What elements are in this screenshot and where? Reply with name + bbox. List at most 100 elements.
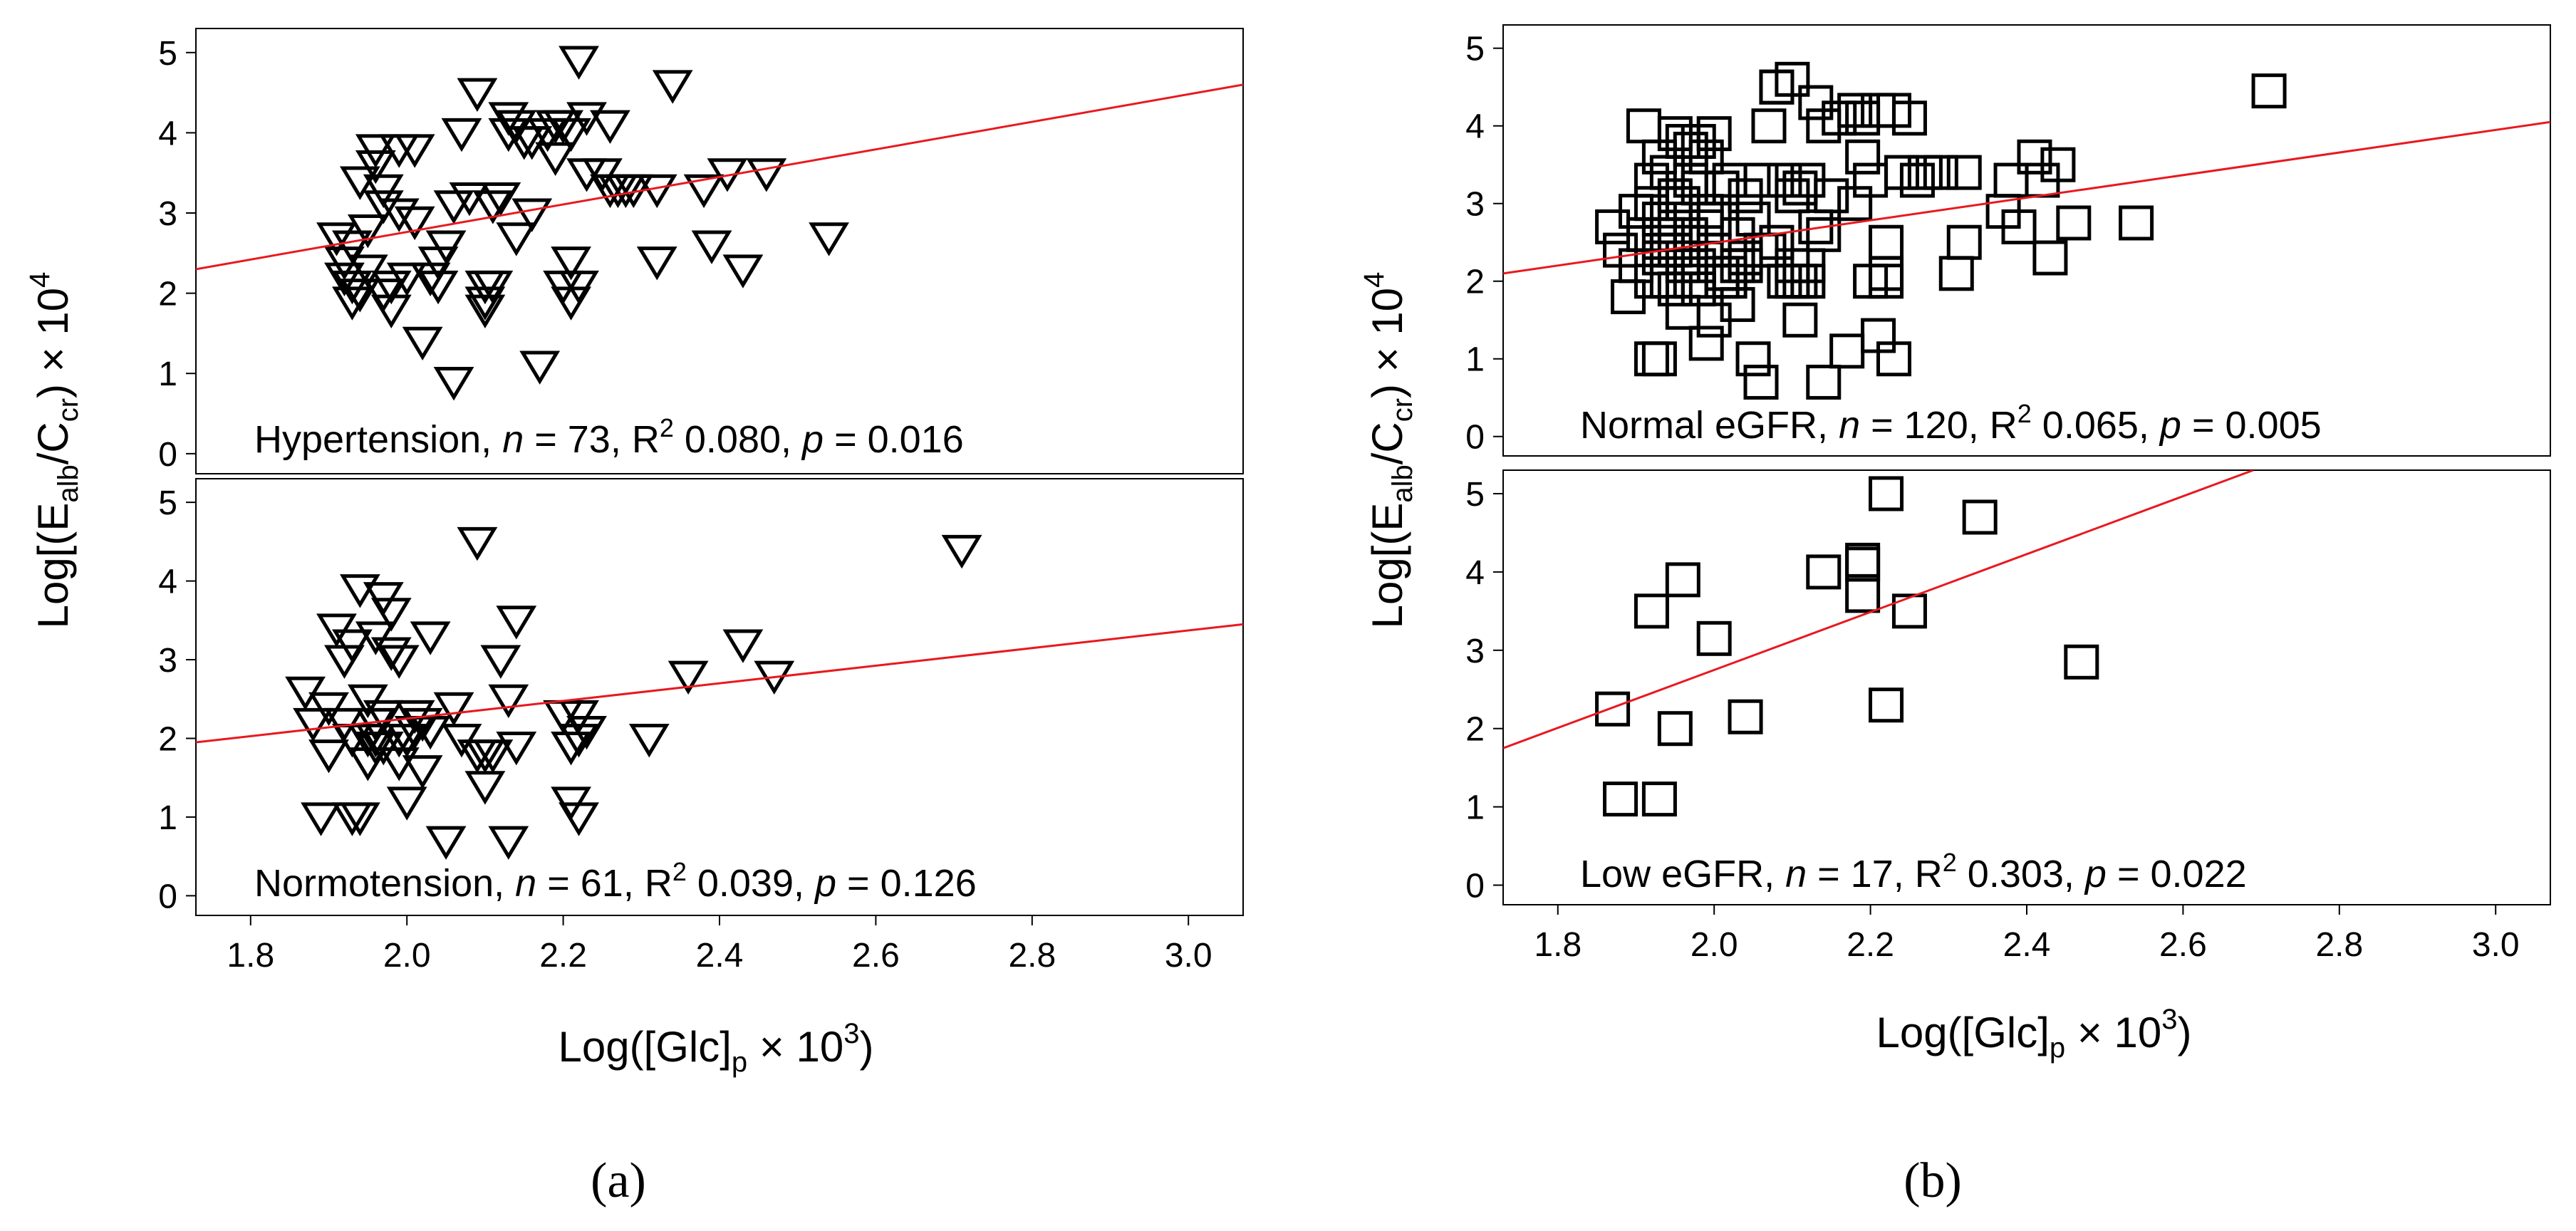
data-point-square [1837,93,1873,128]
data-point-triangle [941,534,982,569]
regression-line [196,83,1243,271]
data-point-triangle [551,732,591,766]
data-point-triangle [472,190,514,224]
data-point-triangle [551,118,591,152]
data-point-triangle [363,190,404,224]
left-x-axis-label: Log([Glc]p × 103) [558,1018,873,1078]
data-point-triangle [652,70,693,104]
y-tick-label: 5 [1465,476,1485,514]
data-point-square [1806,554,1842,590]
data-point-triangle [331,230,373,264]
data-point-triangle [472,739,514,774]
data-point-triangle [441,118,482,152]
data-point-square [1743,364,1779,400]
data-point-triangle [559,802,599,836]
data-point-triangle [559,46,599,80]
data-point-triangle [378,198,420,232]
x-tick-label: 2.6 [2159,926,2207,964]
data-point-triangle [543,110,584,144]
y-tick-label: 1 [158,799,177,837]
data-point-square [1876,341,1912,377]
x-tick-label: 2.0 [383,937,431,975]
data-point-triangle [331,629,373,663]
data-point-square [1641,341,1677,377]
y-tick-label: 4 [158,563,177,601]
x-tick-label: 2.0 [1690,926,1738,964]
data-point-square [1603,781,1638,817]
data-point-square [1649,232,1685,268]
x-tick-label: 2.4 [2003,926,2051,964]
y-tick-label: 5 [158,484,177,522]
data-point-triangle [496,606,537,640]
data-point-square [2001,209,2037,244]
data-point-triangle [394,134,435,168]
x-tick-label: 1.8 [227,937,274,975]
data-point-square [1869,476,1904,511]
data-point-triangle [324,262,365,296]
data-point-square [2032,240,2068,276]
data-point-triangle [433,190,474,224]
stats-annotation: Hypertension, n = 73, R2 0.080, p = 0.01… [254,413,964,461]
data-point-square [1869,687,1904,723]
data-point-triangle [433,366,474,401]
data-point-triangle [293,707,333,742]
data-point-triangle [363,174,404,209]
x-tick-label: 2.6 [852,937,900,975]
data-point-triangle [457,526,498,561]
data-point-triangle [457,78,498,112]
data-point-triangle [378,723,420,758]
data-point-square [1869,256,1904,291]
data-point-triangle [809,222,849,256]
data-point-triangle [535,142,576,177]
data-point-triangle [628,723,670,758]
data-point-triangle [316,222,357,256]
data-point-triangle [746,158,787,192]
y-tick-label: 3 [158,642,177,680]
y-tick-label: 3 [158,195,177,233]
data-point-square [1634,186,1669,222]
data-point-triangle [363,279,404,313]
data-point-triangle [410,715,451,750]
data-point-triangle [370,270,412,305]
data-point-triangle [402,755,443,789]
data-point-triangle [511,126,553,160]
regression-line [196,623,1243,744]
data-point-square [2056,205,2092,241]
data-point-triangle [488,826,529,860]
regression-line [1503,470,2254,749]
data-point-square [1696,620,1732,656]
data-point-square [2064,644,2099,680]
data-point-triangle [464,294,506,329]
data-point-square [1775,61,1810,97]
stats-annotation: Normal eGFR, n = 120, R2 0.065, p = 0.00… [1580,399,2322,447]
data-point-square [1775,248,1810,284]
data-point-triangle [378,645,420,679]
data-point-triangle [582,158,623,192]
data-point-square [1641,781,1677,817]
data-point-square [1946,155,1982,190]
data-point-square [1696,202,1732,237]
data-point-triangle [394,206,435,241]
data-point-square [1814,178,1849,214]
data-point-square [1845,139,1881,175]
panel-normal-egfr: 0 1 2 3 4 5 Normal eGFR, n = 120, R2 0.065, p … [1465,24,2551,457]
y-tick-label: 2 [1465,711,1485,749]
data-point-triangle [683,174,724,209]
stats-annotation: Low eGFR, n = 17, R2 0.303, p = 0.022 [1580,848,2247,895]
data-point-triangle [511,198,553,232]
data-point-square [1962,499,1998,535]
data-point-square [1688,326,1724,361]
data-point-square [1696,116,1732,152]
y-tick-label: 0 [158,436,177,474]
x-tick-label: 2.8 [1008,937,1056,975]
data-point-square [1712,256,1747,291]
data-point-triangle [691,230,732,264]
plot-frame [1502,24,2551,457]
data-point-square [1751,108,1787,144]
y-tick-label: 4 [1465,108,1485,146]
caption-b: (b) [1904,1153,1962,1208]
data-point-square [1735,341,1771,377]
data-point-triangle [480,182,521,217]
data-point-square [2040,147,2076,182]
